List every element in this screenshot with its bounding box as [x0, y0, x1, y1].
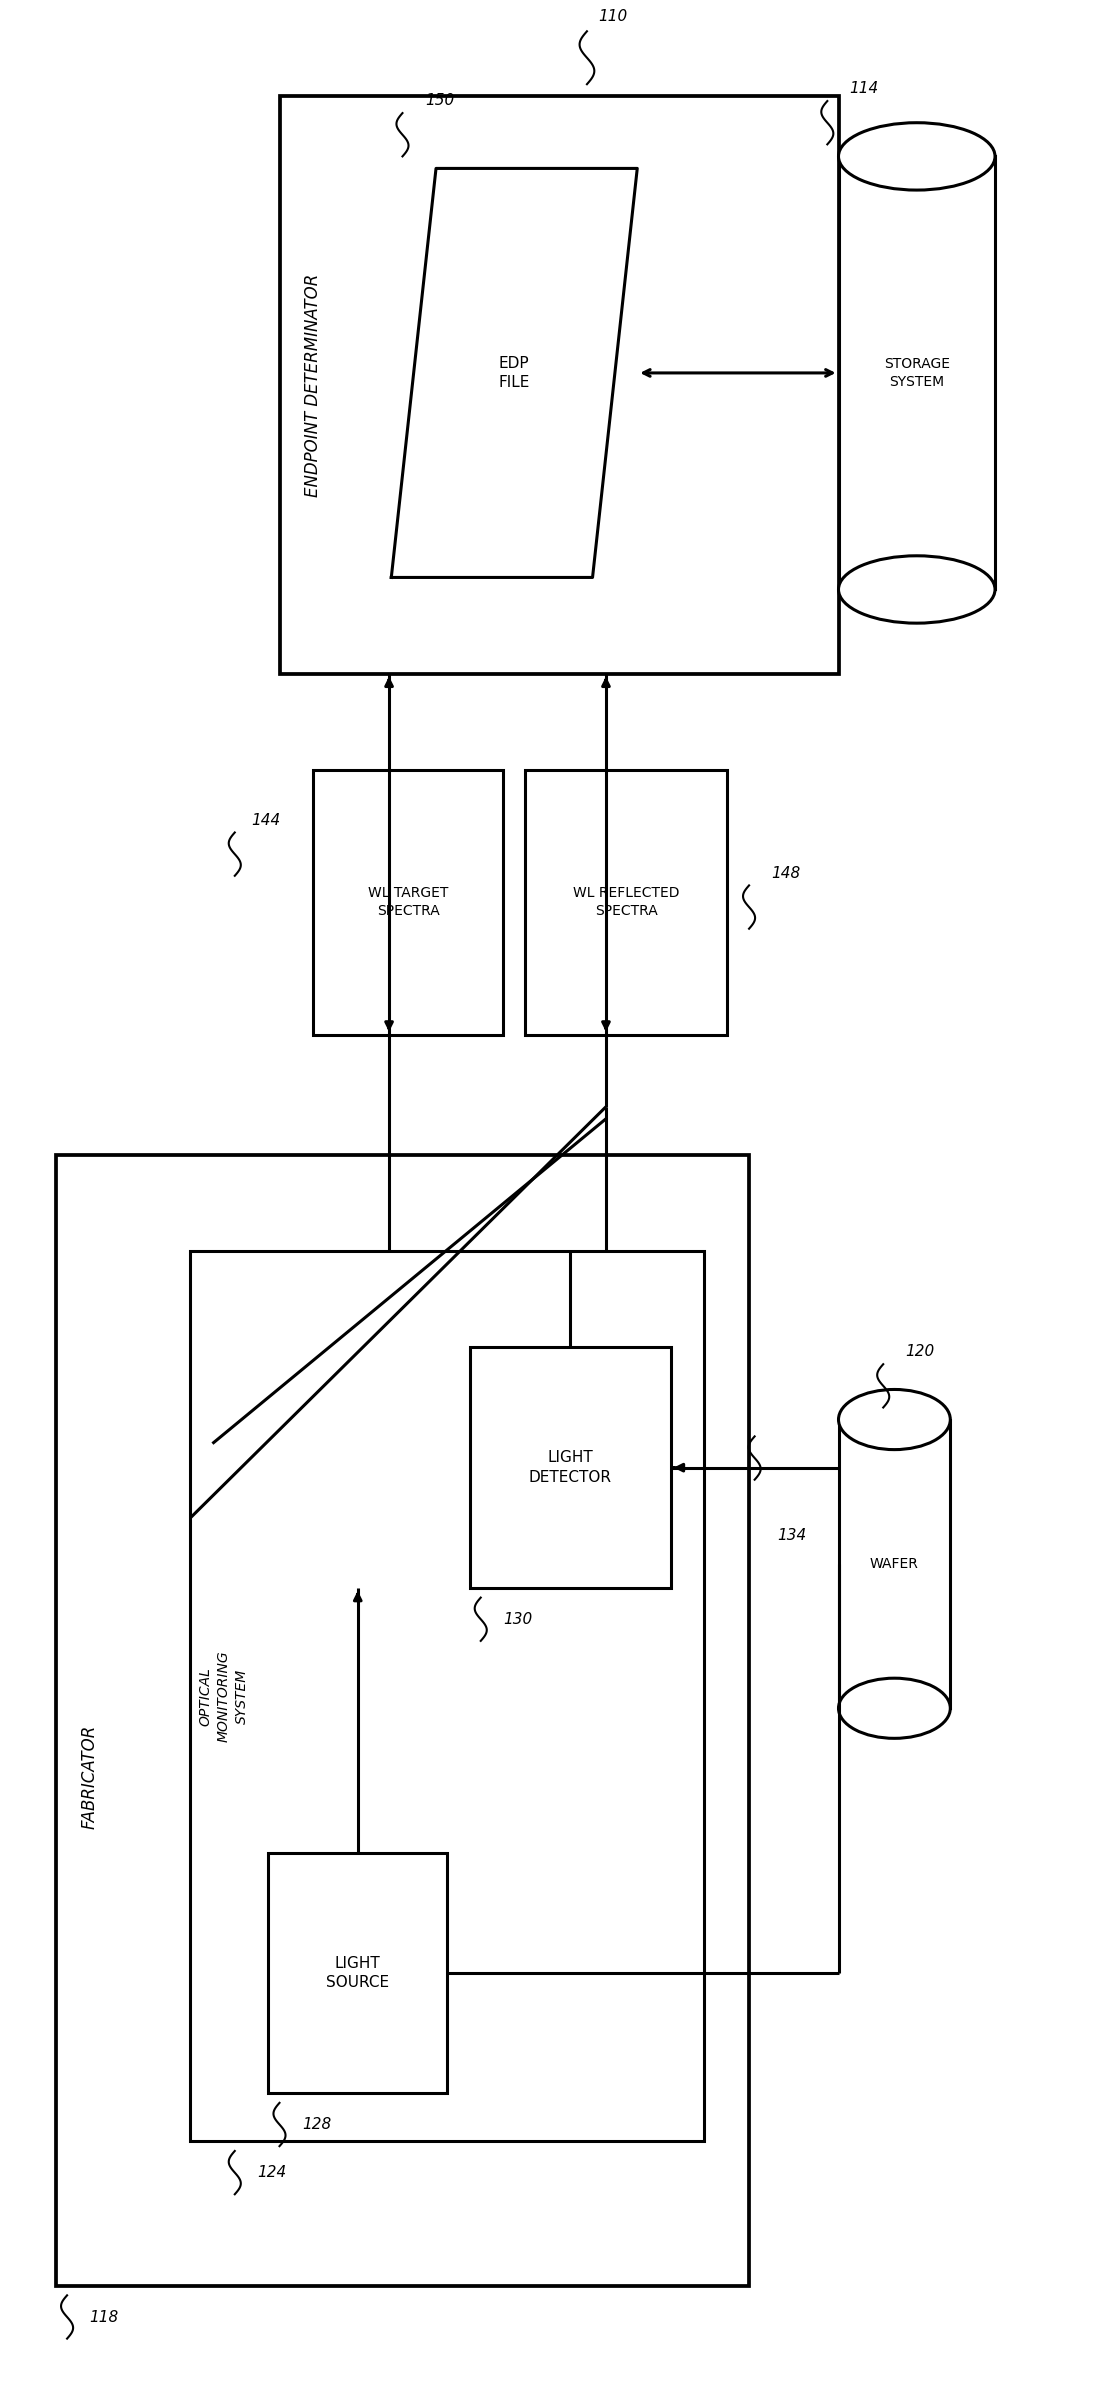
Bar [268, 1853, 447, 2093]
Bar [838, 156, 995, 589]
Bar [56, 1155, 749, 2286]
Ellipse shape [838, 1391, 950, 1448]
Bar [313, 770, 503, 1035]
Bar [525, 770, 727, 1035]
Ellipse shape [838, 1679, 950, 1737]
Text: 118: 118 [89, 2310, 119, 2324]
Bar [470, 1347, 671, 1588]
Text: WL TARGET
SPECTRA: WL TARGET SPECTRA [368, 885, 448, 919]
Ellipse shape [838, 556, 995, 623]
Text: 148: 148 [771, 866, 800, 881]
Bar [838, 1420, 950, 1708]
Text: WAFER: WAFER [870, 1557, 919, 1571]
Ellipse shape [838, 123, 995, 190]
Text: 144: 144 [252, 813, 281, 828]
Text: WL REFLECTED
SPECTRA: WL REFLECTED SPECTRA [572, 885, 680, 919]
Text: ENDPOINT DETERMINATOR: ENDPOINT DETERMINATOR [304, 274, 322, 496]
Polygon shape [391, 168, 637, 577]
Text: STORAGE
SYSTEM: STORAGE SYSTEM [883, 356, 950, 390]
Bar [280, 96, 838, 674]
Text: 110: 110 [598, 10, 627, 24]
Text: EDP
FILE: EDP FILE [499, 356, 530, 390]
Text: 120: 120 [906, 1345, 935, 1359]
Text: 128: 128 [302, 2117, 331, 2132]
Text: OPTICAL
MONITORING
SYSTEM: OPTICAL MONITORING SYSTEM [198, 1651, 249, 1742]
Text: 124: 124 [257, 2165, 286, 2180]
Text: 114: 114 [850, 82, 879, 96]
Text: LIGHT
SOURCE: LIGHT SOURCE [326, 1956, 389, 1990]
Text: 130: 130 [503, 1612, 532, 1626]
Text: 134: 134 [777, 1528, 806, 1542]
Text: FABRICATOR: FABRICATOR [80, 1725, 98, 1829]
Text: LIGHT
DETECTOR: LIGHT DETECTOR [529, 1451, 612, 1485]
Bar [190, 1251, 704, 2141]
Text: 150: 150 [425, 94, 454, 108]
